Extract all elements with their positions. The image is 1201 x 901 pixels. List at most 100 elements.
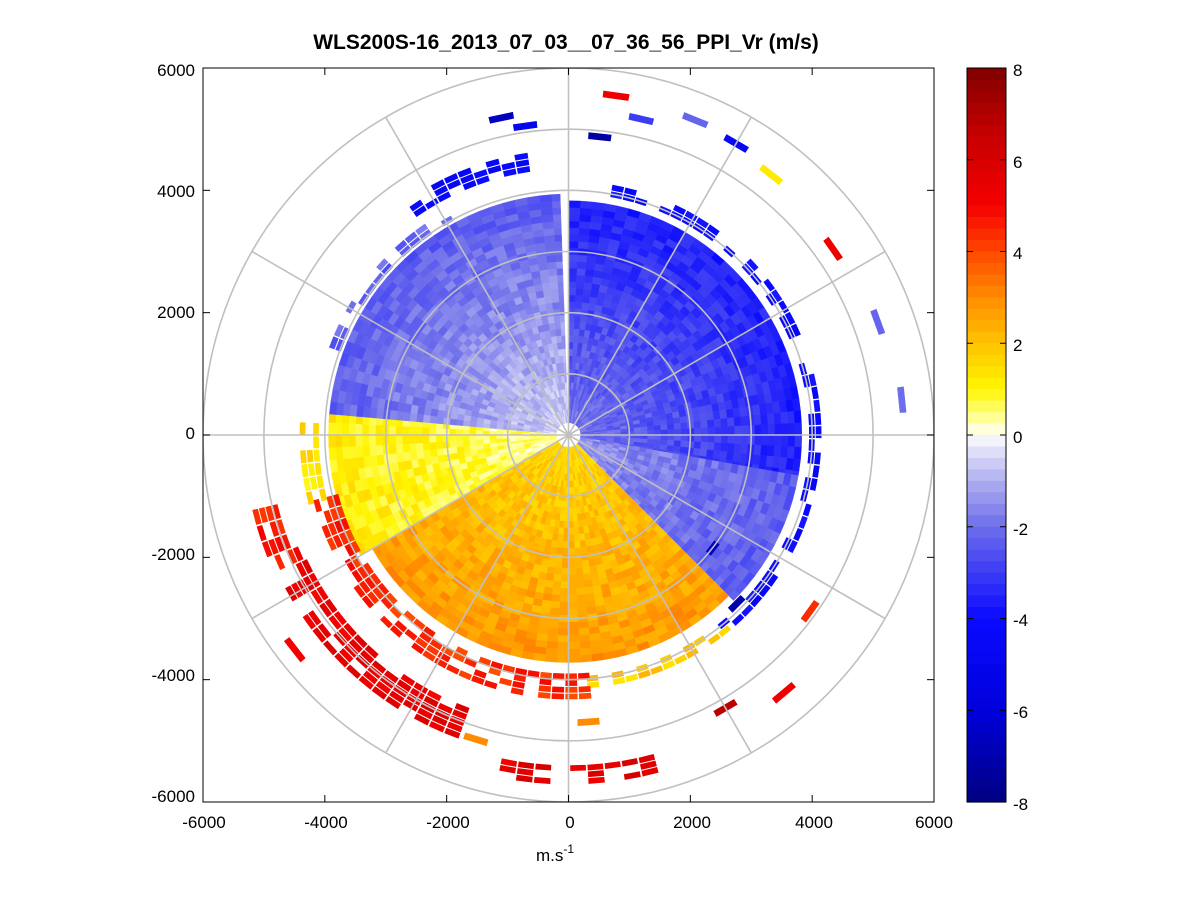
velocity-cell — [693, 420, 702, 429]
velocity-cell — [692, 448, 701, 457]
velocity-cell — [680, 434, 689, 442]
velocity-cell — [544, 579, 554, 588]
velocity-cell — [552, 200, 561, 209]
velocity-cell — [700, 427, 709, 436]
velocity-cell — [495, 438, 504, 443]
velocity-cell — [558, 288, 564, 296]
velocity-cell — [375, 417, 384, 426]
velocity-cell — [727, 426, 736, 436]
velocity-cell — [548, 274, 559, 283]
velocity-cell — [700, 420, 709, 429]
velocity-cell — [754, 424, 762, 436]
y-tick-label-6000: 6000 — [157, 61, 195, 80]
velocity-cell — [573, 533, 580, 542]
velocity-cell — [734, 434, 742, 445]
velocity-cell — [575, 281, 585, 290]
velocity-cell — [568, 655, 581, 663]
colorbar-swatch — [967, 79, 1006, 92]
velocity-cell — [502, 437, 510, 443]
colorbar-swatch — [967, 607, 1006, 620]
velocity-cell — [568, 281, 577, 289]
y-tick-label-4000: 4000 — [157, 182, 195, 201]
velocity-cell — [341, 434, 350, 448]
velocity-cell — [568, 608, 579, 616]
velocity-cell — [538, 685, 551, 693]
velocity-cell — [720, 418, 729, 428]
velocity-cell — [713, 442, 722, 452]
velocity-cell — [313, 449, 321, 462]
velocity-cell — [429, 415, 438, 424]
velocity-cell — [556, 655, 569, 663]
velocity-cell — [620, 428, 628, 433]
velocity-cell — [388, 425, 396, 436]
velocity-cell — [579, 539, 587, 548]
velocity-cell — [422, 449, 431, 459]
velocity-cell — [692, 413, 701, 422]
velocity-cell — [568, 648, 581, 657]
velocity-cell — [666, 418, 675, 425]
colorbar-swatch — [967, 136, 1006, 149]
velocity-cell — [329, 459, 339, 473]
velocity-cell — [720, 442, 729, 452]
velocity-cell — [551, 335, 558, 344]
velocity-cell — [566, 402, 568, 410]
velocity-cell — [774, 434, 782, 447]
velocity-cell — [568, 254, 579, 262]
colorbar-swatch — [967, 480, 1006, 493]
velocity-cell — [761, 424, 769, 436]
velocity-cell — [794, 434, 803, 448]
x-axis-label: m.s-1 — [536, 842, 574, 865]
velocity-cell — [341, 422, 350, 436]
colorbar-swatch — [967, 113, 1006, 126]
velocity-cell — [362, 416, 370, 425]
velocity-cell — [395, 425, 403, 436]
velocity-cell — [556, 342, 563, 350]
velocity-cell — [341, 414, 350, 424]
velocity-cell — [727, 443, 735, 453]
velocity-cell — [561, 561, 569, 569]
velocity-cell — [435, 423, 444, 429]
velocity-cell — [576, 587, 586, 596]
velocity-cell — [328, 447, 337, 461]
colorbar-swatch — [967, 710, 1006, 723]
velocity-cell — [578, 241, 589, 250]
velocity-cell — [402, 420, 410, 427]
velocity-cell — [409, 450, 418, 461]
velocity-cell — [561, 341, 566, 350]
colorbar-swatch — [967, 767, 1006, 780]
velocity-cell — [408, 420, 417, 428]
velocity-cell — [355, 423, 363, 436]
velocity-cell — [436, 448, 445, 457]
velocity-cell — [362, 445, 371, 457]
colorbar-swatch — [967, 240, 1006, 253]
velocity-cell — [462, 429, 470, 436]
velocity-cell — [429, 448, 438, 458]
colorbar-swatch — [967, 492, 1006, 505]
velocity-cell — [787, 422, 796, 436]
colorbar-swatch — [967, 274, 1006, 287]
velocity-cell — [579, 214, 592, 223]
colorbar-swatch — [967, 308, 1006, 321]
velocity-cell — [549, 281, 559, 290]
velocity-cell — [559, 314, 565, 323]
velocity-cell — [741, 434, 749, 445]
velocity-cell — [435, 441, 444, 450]
velocity-cell — [568, 200, 581, 208]
velocity-cell — [557, 348, 564, 357]
velocity-cell — [580, 546, 588, 555]
velocity-cell — [568, 628, 580, 636]
velocity-cell — [455, 428, 463, 436]
velocity-cell — [348, 445, 357, 459]
velocity-cell — [462, 440, 470, 447]
velocity-cell — [335, 414, 343, 424]
velocity-cell — [547, 627, 559, 636]
velocity-cell — [707, 427, 715, 436]
velocity-cell — [576, 268, 587, 276]
colorbar-swatch — [967, 251, 1006, 264]
velocity-cell — [395, 419, 404, 427]
x-tick-label-4000: 4000 — [795, 813, 833, 832]
velocity-cell — [559, 594, 569, 603]
velocity-cell — [560, 567, 569, 576]
colorbar-swatch — [967, 217, 1006, 230]
velocity-cell — [740, 415, 749, 427]
